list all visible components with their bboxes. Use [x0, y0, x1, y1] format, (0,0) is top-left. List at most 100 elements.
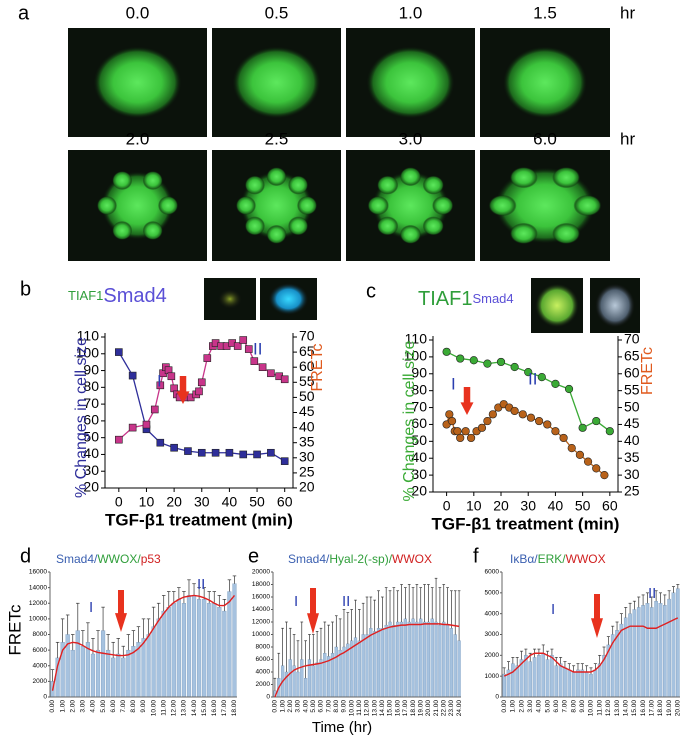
bar	[319, 659, 323, 698]
y-tick-label: 6000	[256, 656, 271, 663]
cell	[595, 283, 635, 328]
x-tick-label: 18.00	[410, 700, 417, 717]
marker	[184, 447, 192, 455]
y2-tick-label: 60	[299, 358, 315, 374]
bar	[80, 646, 85, 698]
bar	[641, 605, 645, 698]
cell-protrusion	[142, 170, 163, 190]
bar	[136, 642, 141, 698]
x-tick-label: 10.00	[588, 700, 595, 717]
cell-protrusion	[142, 221, 163, 241]
cell-protrusion	[244, 216, 265, 236]
bar	[667, 598, 671, 698]
y-tick-label: 20000	[252, 569, 270, 576]
cell	[218, 289, 242, 309]
time-label: 1.0	[399, 3, 423, 22]
marker	[535, 416, 544, 426]
bar	[576, 669, 580, 698]
bar	[434, 621, 438, 698]
marker	[575, 450, 585, 459]
bar	[327, 656, 331, 698]
x-tick-label: 6.00	[553, 700, 560, 713]
marker	[225, 448, 234, 457]
x-tick-label: 7.00	[325, 700, 332, 713]
y2-tick-label: 35	[624, 449, 640, 465]
y-tick-label: 4000	[256, 669, 271, 676]
bar	[567, 669, 572, 698]
cell-protrusion	[552, 222, 581, 245]
bar	[222, 610, 227, 698]
x-axis-title: Time (hr)	[312, 719, 372, 736]
title-part: Smad4	[472, 291, 513, 306]
bar	[350, 640, 354, 698]
marker	[267, 448, 275, 457]
y2-tick-label: 70	[624, 331, 640, 347]
marker	[203, 354, 212, 362]
cell-protrusion	[96, 195, 117, 216]
x-tick-label: 30	[520, 498, 536, 514]
bar	[438, 624, 442, 698]
cell-protrusion	[288, 216, 309, 236]
bar	[232, 583, 237, 698]
y-tick-label: 12000	[29, 600, 47, 607]
x-tick-label: 10.00	[150, 700, 157, 717]
y2-tick-label: 30	[624, 466, 640, 482]
cell-protrusion	[509, 222, 538, 245]
y2-tick-label: 45	[299, 403, 315, 419]
x-tick-label: 0.00	[49, 700, 56, 713]
bar	[457, 640, 461, 698]
bar	[597, 663, 602, 698]
x-tick-label: 60	[277, 494, 293, 510]
bar	[415, 621, 419, 698]
y-tick-label: 12000	[252, 619, 270, 626]
bar	[422, 621, 427, 698]
annotation: II	[528, 369, 537, 388]
x-tick-label: 18.00	[657, 700, 664, 717]
y2-tick-label: 45	[624, 415, 640, 431]
cell-protrusion	[244, 175, 265, 195]
x-tick-label: 15.00	[387, 700, 394, 717]
cell	[268, 283, 309, 315]
marker	[510, 362, 519, 372]
x-tick-label: 20	[493, 498, 509, 514]
bar	[373, 631, 377, 698]
y2-tick-label: 55	[624, 381, 640, 397]
x-tick-label: 0	[115, 494, 123, 510]
time-unit: hr	[620, 129, 635, 148]
y-tick-label: 10000	[252, 631, 270, 638]
marker	[526, 413, 536, 422]
y-tick-label: 70	[411, 398, 427, 414]
x-tick-label: 9.00	[140, 700, 147, 713]
y-tick-label: 60	[411, 415, 427, 431]
marker	[592, 464, 601, 473]
x-tick-label: 20.00	[675, 700, 682, 717]
marker	[496, 357, 506, 367]
x-tick-label: 3.00	[527, 700, 534, 713]
x-tick-label: 10	[466, 498, 482, 514]
cell-protrusion	[297, 195, 318, 216]
marker	[239, 336, 248, 344]
y2-tick-label: 20	[299, 479, 315, 495]
cell	[93, 46, 182, 119]
marker	[142, 420, 151, 429]
marker	[564, 384, 574, 394]
y-tick-label: 90	[411, 364, 427, 380]
bar	[156, 618, 161, 698]
bar	[563, 667, 567, 698]
title-part: IκBα/	[510, 552, 538, 566]
bar	[75, 630, 80, 698]
y2-tick-label: 40	[624, 432, 640, 448]
bar	[90, 653, 96, 698]
x-tick-label: 8.00	[333, 700, 340, 713]
title-part: Smad4/	[56, 552, 98, 566]
y-tick-label: 8000	[256, 644, 271, 651]
bar	[161, 610, 166, 698]
cell-protrusion	[158, 195, 179, 216]
marker	[250, 357, 259, 365]
x-tick-label: 6.00	[110, 700, 117, 713]
y-tick-label: 18000	[252, 581, 270, 588]
marker	[253, 450, 261, 459]
chart-title: TIAF1Smad4	[418, 288, 514, 310]
title-part: TIAF1	[68, 288, 103, 303]
y2-tick-label: 50	[624, 398, 640, 414]
